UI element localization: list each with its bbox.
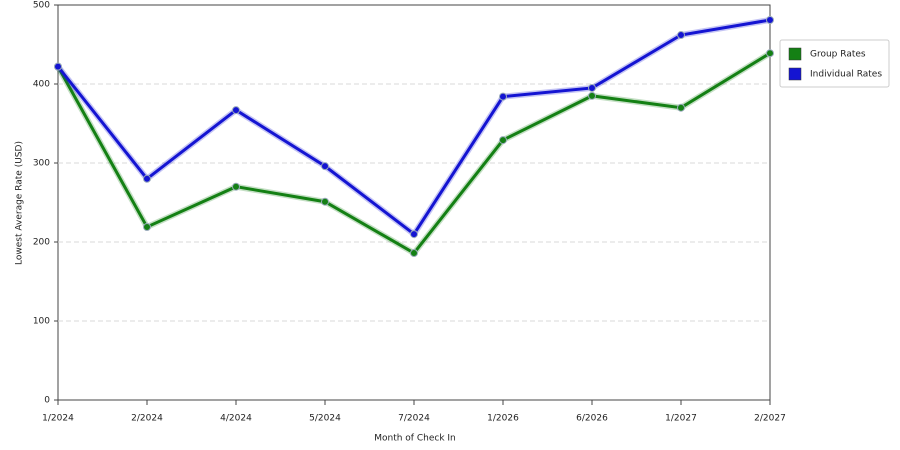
data-point xyxy=(588,83,596,92)
x-tick-label: 4/2024 xyxy=(220,414,252,424)
y-tick-label: 100 xyxy=(33,317,50,327)
y-axis-label: Lowest Average Rate (USD) xyxy=(15,141,25,265)
data-point xyxy=(410,249,418,258)
x-tick-label: 2/2024 xyxy=(131,414,163,424)
x-tick-label: 2/2027 xyxy=(754,414,786,424)
data-point xyxy=(232,106,240,115)
plot-frame xyxy=(57,4,771,401)
legend-label: Group Rates xyxy=(810,50,866,60)
data-point xyxy=(766,16,774,25)
legend-box xyxy=(779,39,890,88)
data-point xyxy=(321,197,329,206)
x-tick-label: 5/2024 xyxy=(309,414,341,424)
data-point xyxy=(232,182,240,191)
data-point xyxy=(677,31,685,40)
x-tick-label: 6/2026 xyxy=(576,414,608,424)
series-line-shadow xyxy=(55,17,771,239)
series-line xyxy=(56,18,771,237)
data-point xyxy=(499,136,507,145)
x-tick-label: 7/2024 xyxy=(398,414,430,424)
data-point xyxy=(54,62,62,71)
y-tick-label: 400 xyxy=(33,80,50,90)
y-tick-label: 0 xyxy=(44,396,50,406)
x-tick-label: 1/2024 xyxy=(42,414,74,424)
data-point xyxy=(321,162,329,171)
x-axis-label: Month of Check In xyxy=(374,434,456,444)
y-tick-label: 200 xyxy=(33,238,50,248)
y-tick-label: 500 xyxy=(33,1,50,11)
data-point xyxy=(588,91,596,100)
data-point xyxy=(766,49,774,58)
series-line-shadow xyxy=(55,50,772,257)
data-point xyxy=(143,222,151,231)
series-line xyxy=(56,51,771,256)
y-tick-label: 300 xyxy=(33,159,50,169)
x-tick-label: 1/2027 xyxy=(665,414,697,424)
data-point xyxy=(499,92,507,101)
legend-swatch xyxy=(788,47,802,61)
data-point xyxy=(410,230,418,239)
data-point xyxy=(143,174,151,183)
legend-swatch xyxy=(788,67,802,81)
data-point xyxy=(677,103,685,112)
legend-label: Individual Rates xyxy=(810,70,882,80)
x-tick-label: 1/2026 xyxy=(487,414,519,424)
